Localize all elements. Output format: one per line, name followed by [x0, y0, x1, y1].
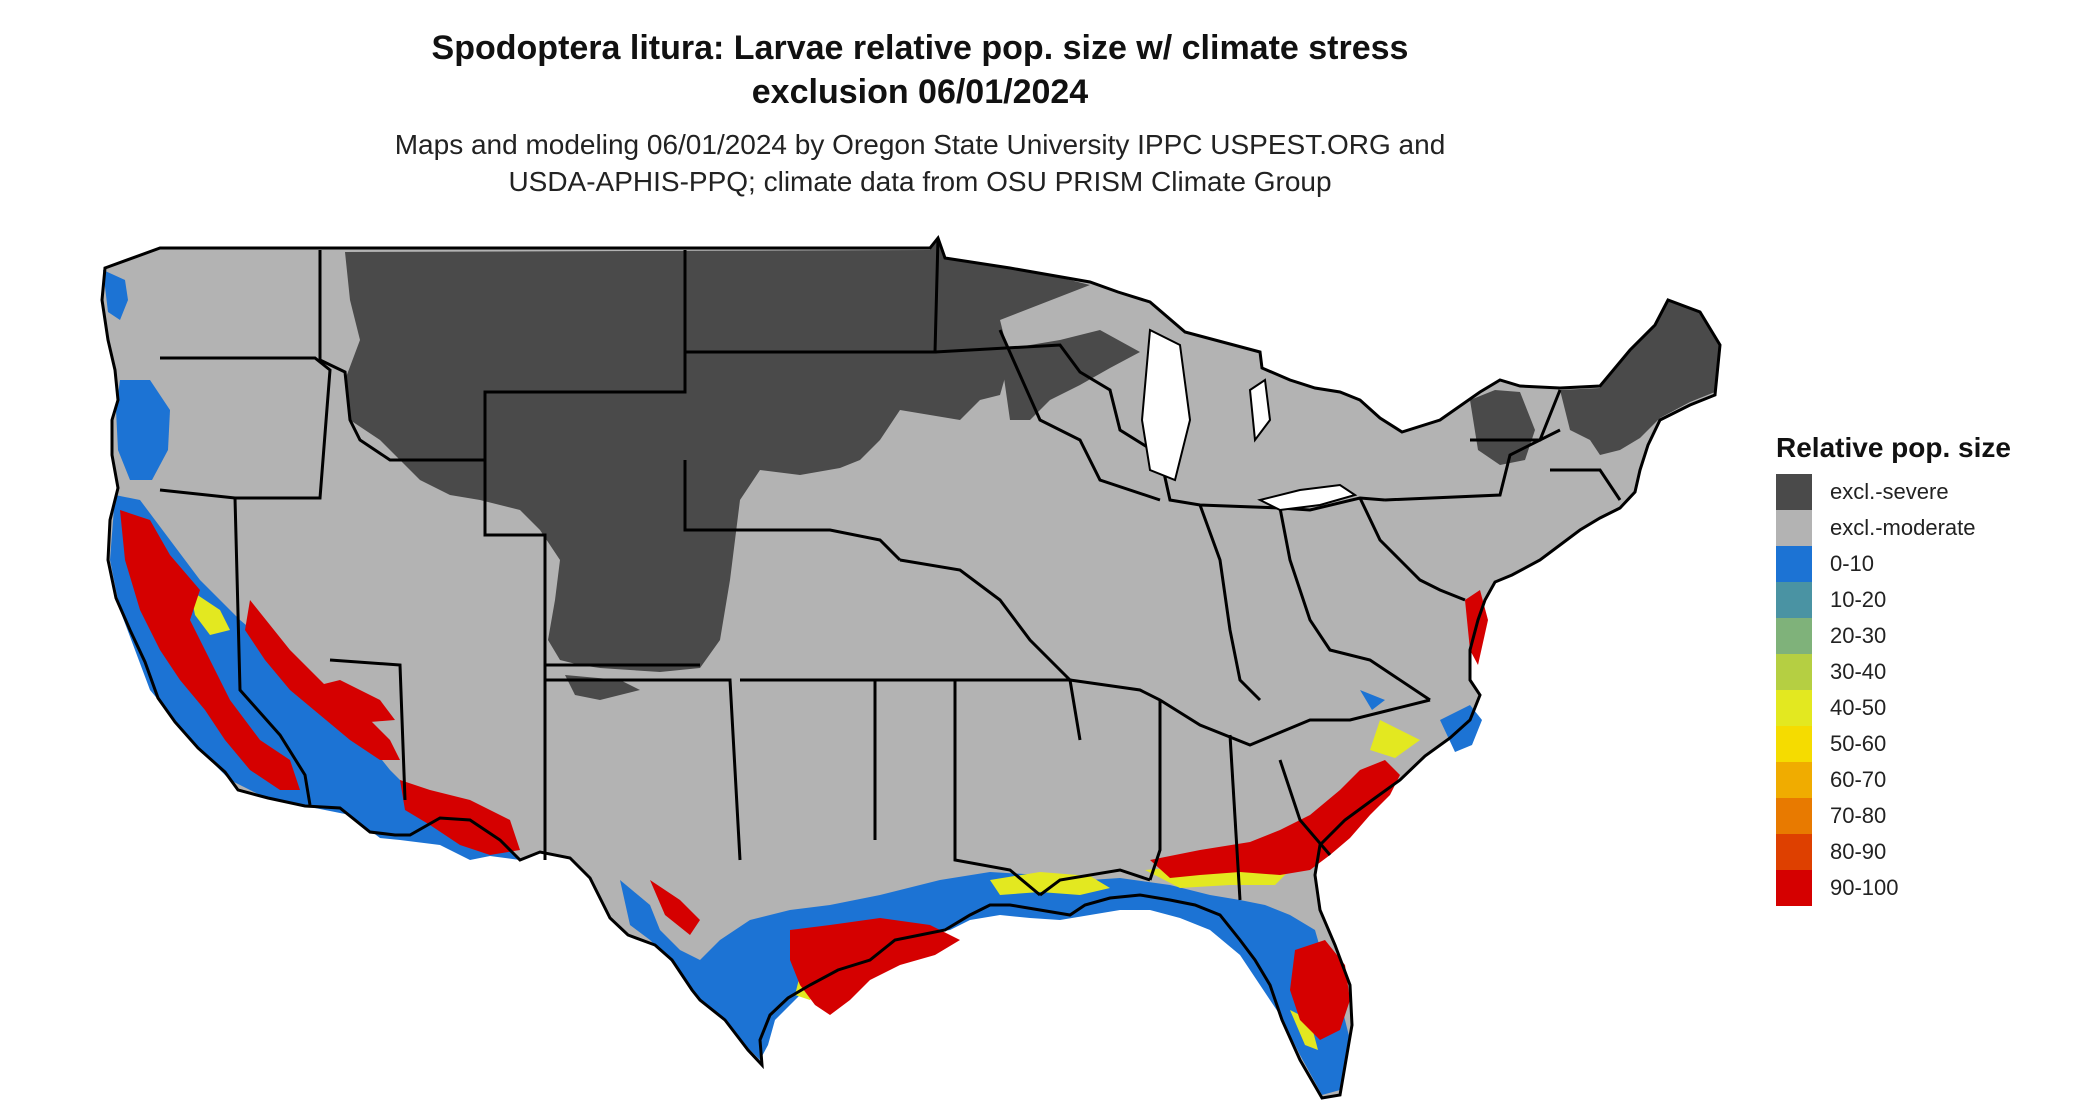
legend-swatch	[1776, 474, 1812, 510]
high-population-red	[120, 510, 1488, 1040]
legend-item: 70-80	[1776, 798, 1886, 834]
legend-swatch	[1776, 870, 1812, 906]
legend-item: excl.-moderate	[1776, 510, 1976, 546]
legend-label: 80-90	[1830, 839, 1887, 864]
legend-title: Relative pop. size	[1776, 432, 2011, 463]
legend-label: 10-20	[1830, 587, 1887, 612]
legend-item: 10-20	[1776, 582, 1886, 618]
great-lakes	[1140, 328, 1358, 512]
legend-swatch	[1776, 834, 1812, 870]
legend-item: 30-40	[1776, 654, 1886, 690]
legend-label: 40-50	[1830, 695, 1887, 720]
legend-item: 40-50	[1776, 690, 1886, 726]
legend-swatch	[1776, 582, 1812, 618]
legend-swatch	[1776, 618, 1812, 654]
legend-label: 60-70	[1830, 767, 1887, 792]
legend-item: 20-30	[1776, 618, 1886, 654]
legend-label: 30-40	[1830, 659, 1887, 684]
map-subtitle-line1: Maps and modeling 06/01/2024 by Oregon S…	[394, 129, 1446, 160]
legend-item: 90-100	[1776, 870, 1899, 906]
legend-swatch	[1776, 510, 1812, 546]
legend-label: excl.-severe	[1830, 479, 1949, 504]
legend-item: 80-90	[1776, 834, 1886, 870]
legend-item: 60-70	[1776, 762, 1886, 798]
legend-swatch	[1776, 726, 1812, 762]
legend-swatch	[1776, 762, 1812, 798]
map-title-line2: exclusion 06/01/2024	[751, 73, 1089, 111]
us-map	[100, 234, 1722, 1100]
legend-item: 50-60	[1776, 726, 1886, 762]
legend-swatch	[1776, 654, 1812, 690]
legend-label: 20-30	[1830, 623, 1887, 648]
legend-item: excl.-severe	[1776, 474, 1949, 510]
legend-swatch	[1776, 798, 1812, 834]
legend-label: excl.-moderate	[1830, 515, 1976, 540]
legend-label: 50-60	[1830, 731, 1887, 756]
national-border	[100, 234, 1722, 1100]
legend-label: 70-80	[1830, 803, 1887, 828]
severe-exclusion-areas	[345, 240, 1720, 700]
legend-swatch	[1776, 690, 1812, 726]
legend-swatch	[1776, 546, 1812, 582]
legend-item: 0-10	[1776, 546, 1874, 582]
legend-label: 90-100	[1830, 875, 1899, 900]
state-boundaries	[159, 237, 1622, 901]
map-subtitle-line2: USDA-APHIS-PPQ; climate data from OSU PR…	[508, 166, 1332, 197]
map-title-line1: Spodoptera litura: Larvae relative pop. …	[431, 29, 1409, 67]
legend-label: 0-10	[1830, 551, 1875, 576]
